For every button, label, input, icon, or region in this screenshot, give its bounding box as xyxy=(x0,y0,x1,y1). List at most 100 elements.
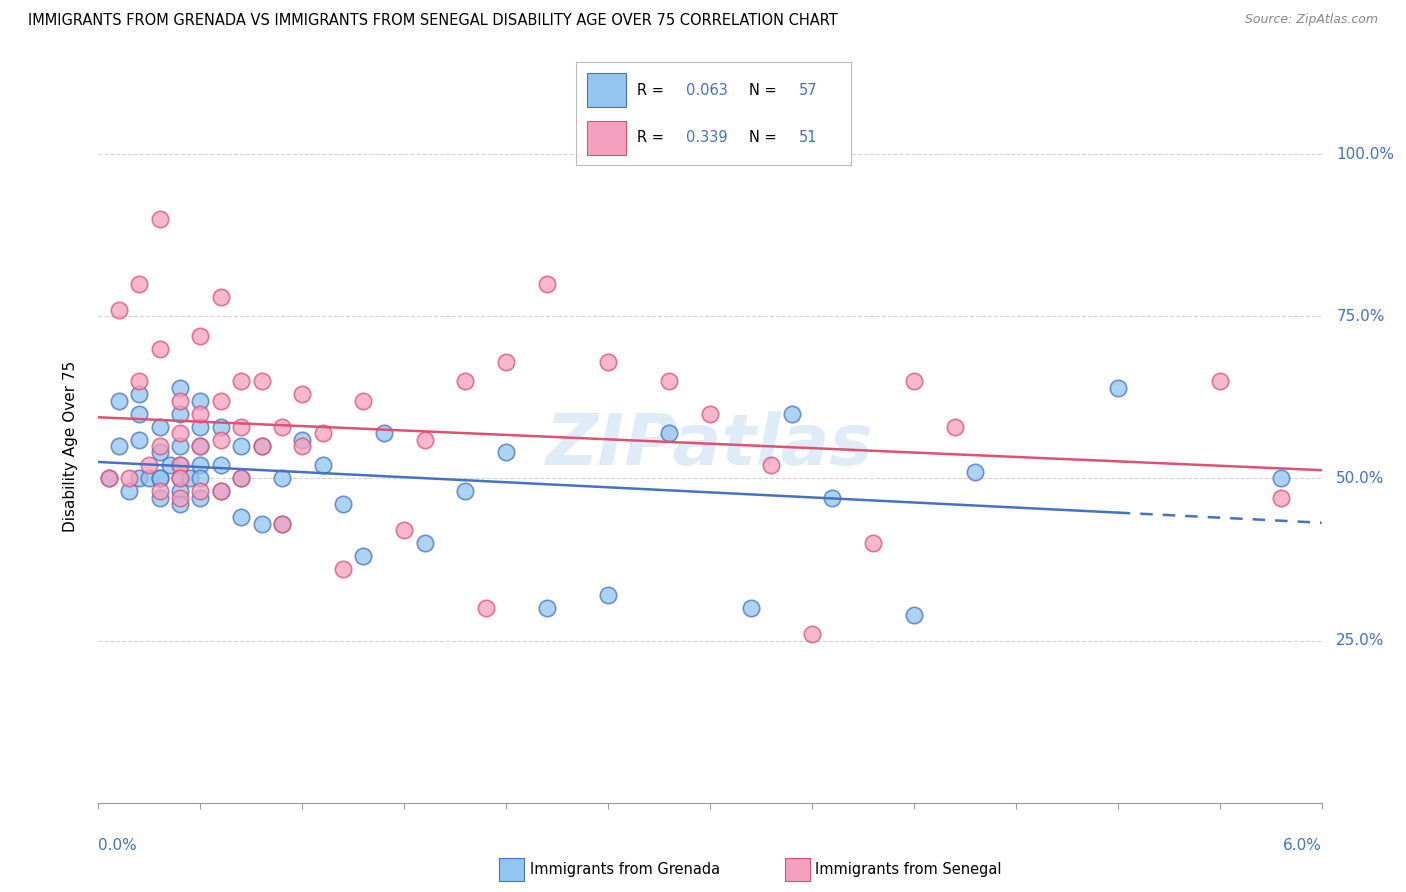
Point xyxy=(963,465,986,479)
Point xyxy=(209,290,232,304)
Point xyxy=(231,439,253,453)
Point xyxy=(188,419,212,434)
Point xyxy=(231,510,253,524)
Point xyxy=(188,439,212,453)
Text: 100.0%: 100.0% xyxy=(1336,146,1395,161)
Point xyxy=(128,433,150,447)
Point xyxy=(169,393,191,408)
Point xyxy=(188,484,212,499)
Point xyxy=(188,393,212,408)
Point xyxy=(188,491,212,505)
Y-axis label: Disability Age Over 75: Disability Age Over 75 xyxy=(63,360,77,532)
Point xyxy=(250,439,273,453)
Point xyxy=(209,419,232,434)
Point xyxy=(231,471,253,485)
Point xyxy=(169,439,191,453)
Point xyxy=(311,458,335,473)
Point xyxy=(270,516,292,531)
Bar xyxy=(588,121,626,155)
Point xyxy=(188,471,212,485)
Point xyxy=(352,393,374,408)
Point xyxy=(149,445,172,459)
Point xyxy=(373,425,395,440)
Point xyxy=(270,516,292,531)
Point xyxy=(149,342,172,356)
Point xyxy=(118,484,141,499)
Point xyxy=(97,471,120,485)
Text: 50.0%: 50.0% xyxy=(1336,471,1385,486)
Text: 6.0%: 6.0% xyxy=(1282,838,1322,854)
Text: 25.0%: 25.0% xyxy=(1336,633,1385,648)
Point xyxy=(291,439,314,453)
Point xyxy=(169,407,191,421)
Point xyxy=(332,562,354,576)
Point xyxy=(1208,374,1232,388)
Point xyxy=(169,458,191,473)
Point xyxy=(536,601,558,615)
Point xyxy=(413,433,436,447)
Point xyxy=(128,374,150,388)
Point xyxy=(231,419,253,434)
Text: Immigrants from Grenada: Immigrants from Grenada xyxy=(530,863,720,877)
Point xyxy=(209,433,232,447)
Point xyxy=(169,491,191,505)
Point xyxy=(413,536,436,550)
Point xyxy=(138,471,160,485)
Text: R =: R = xyxy=(637,83,668,97)
Point xyxy=(454,374,477,388)
Text: Immigrants from Senegal: Immigrants from Senegal xyxy=(815,863,1002,877)
Point xyxy=(1107,381,1129,395)
Point xyxy=(250,439,273,453)
Point xyxy=(332,497,354,511)
Point xyxy=(943,419,966,434)
Text: ZIPatlas: ZIPatlas xyxy=(547,411,873,481)
Point xyxy=(169,497,191,511)
Point xyxy=(1270,471,1292,485)
Point xyxy=(108,439,131,453)
Text: 75.0%: 75.0% xyxy=(1336,309,1385,324)
Point xyxy=(128,407,150,421)
Point xyxy=(97,471,120,485)
Point xyxy=(1270,491,1292,505)
Text: N =: N = xyxy=(749,130,782,145)
Point xyxy=(149,491,172,505)
Point xyxy=(658,425,681,440)
Text: IMMIGRANTS FROM GRENADA VS IMMIGRANTS FROM SENEGAL DISABILITY AGE OVER 75 CORREL: IMMIGRANTS FROM GRENADA VS IMMIGRANTS FR… xyxy=(28,13,838,29)
Point xyxy=(474,601,498,615)
Point xyxy=(169,458,191,473)
Point xyxy=(209,484,232,499)
Point xyxy=(149,439,172,453)
Point xyxy=(149,211,172,226)
Point xyxy=(536,277,558,291)
Point xyxy=(209,393,232,408)
Point xyxy=(291,433,314,447)
Point xyxy=(903,607,925,622)
Point xyxy=(231,374,253,388)
Point xyxy=(149,471,172,485)
Point xyxy=(903,374,925,388)
Bar xyxy=(588,73,626,106)
Point xyxy=(169,484,191,499)
Point xyxy=(188,407,212,421)
Point xyxy=(149,471,172,485)
Point xyxy=(231,471,253,485)
Point xyxy=(598,354,620,368)
Point xyxy=(128,471,150,485)
Point xyxy=(188,439,212,453)
Point xyxy=(495,445,517,459)
Point xyxy=(108,393,131,408)
Text: 0.063: 0.063 xyxy=(686,83,728,97)
Text: 57: 57 xyxy=(799,83,817,97)
Point xyxy=(159,458,181,473)
Point xyxy=(352,549,374,564)
Point xyxy=(761,458,783,473)
Point xyxy=(209,458,232,473)
Point xyxy=(392,524,416,538)
Point xyxy=(209,484,232,499)
Point xyxy=(862,536,884,550)
Text: R =: R = xyxy=(637,130,668,145)
Point xyxy=(149,484,172,499)
Point xyxy=(138,458,160,473)
Point xyxy=(118,471,141,485)
Point xyxy=(169,381,191,395)
